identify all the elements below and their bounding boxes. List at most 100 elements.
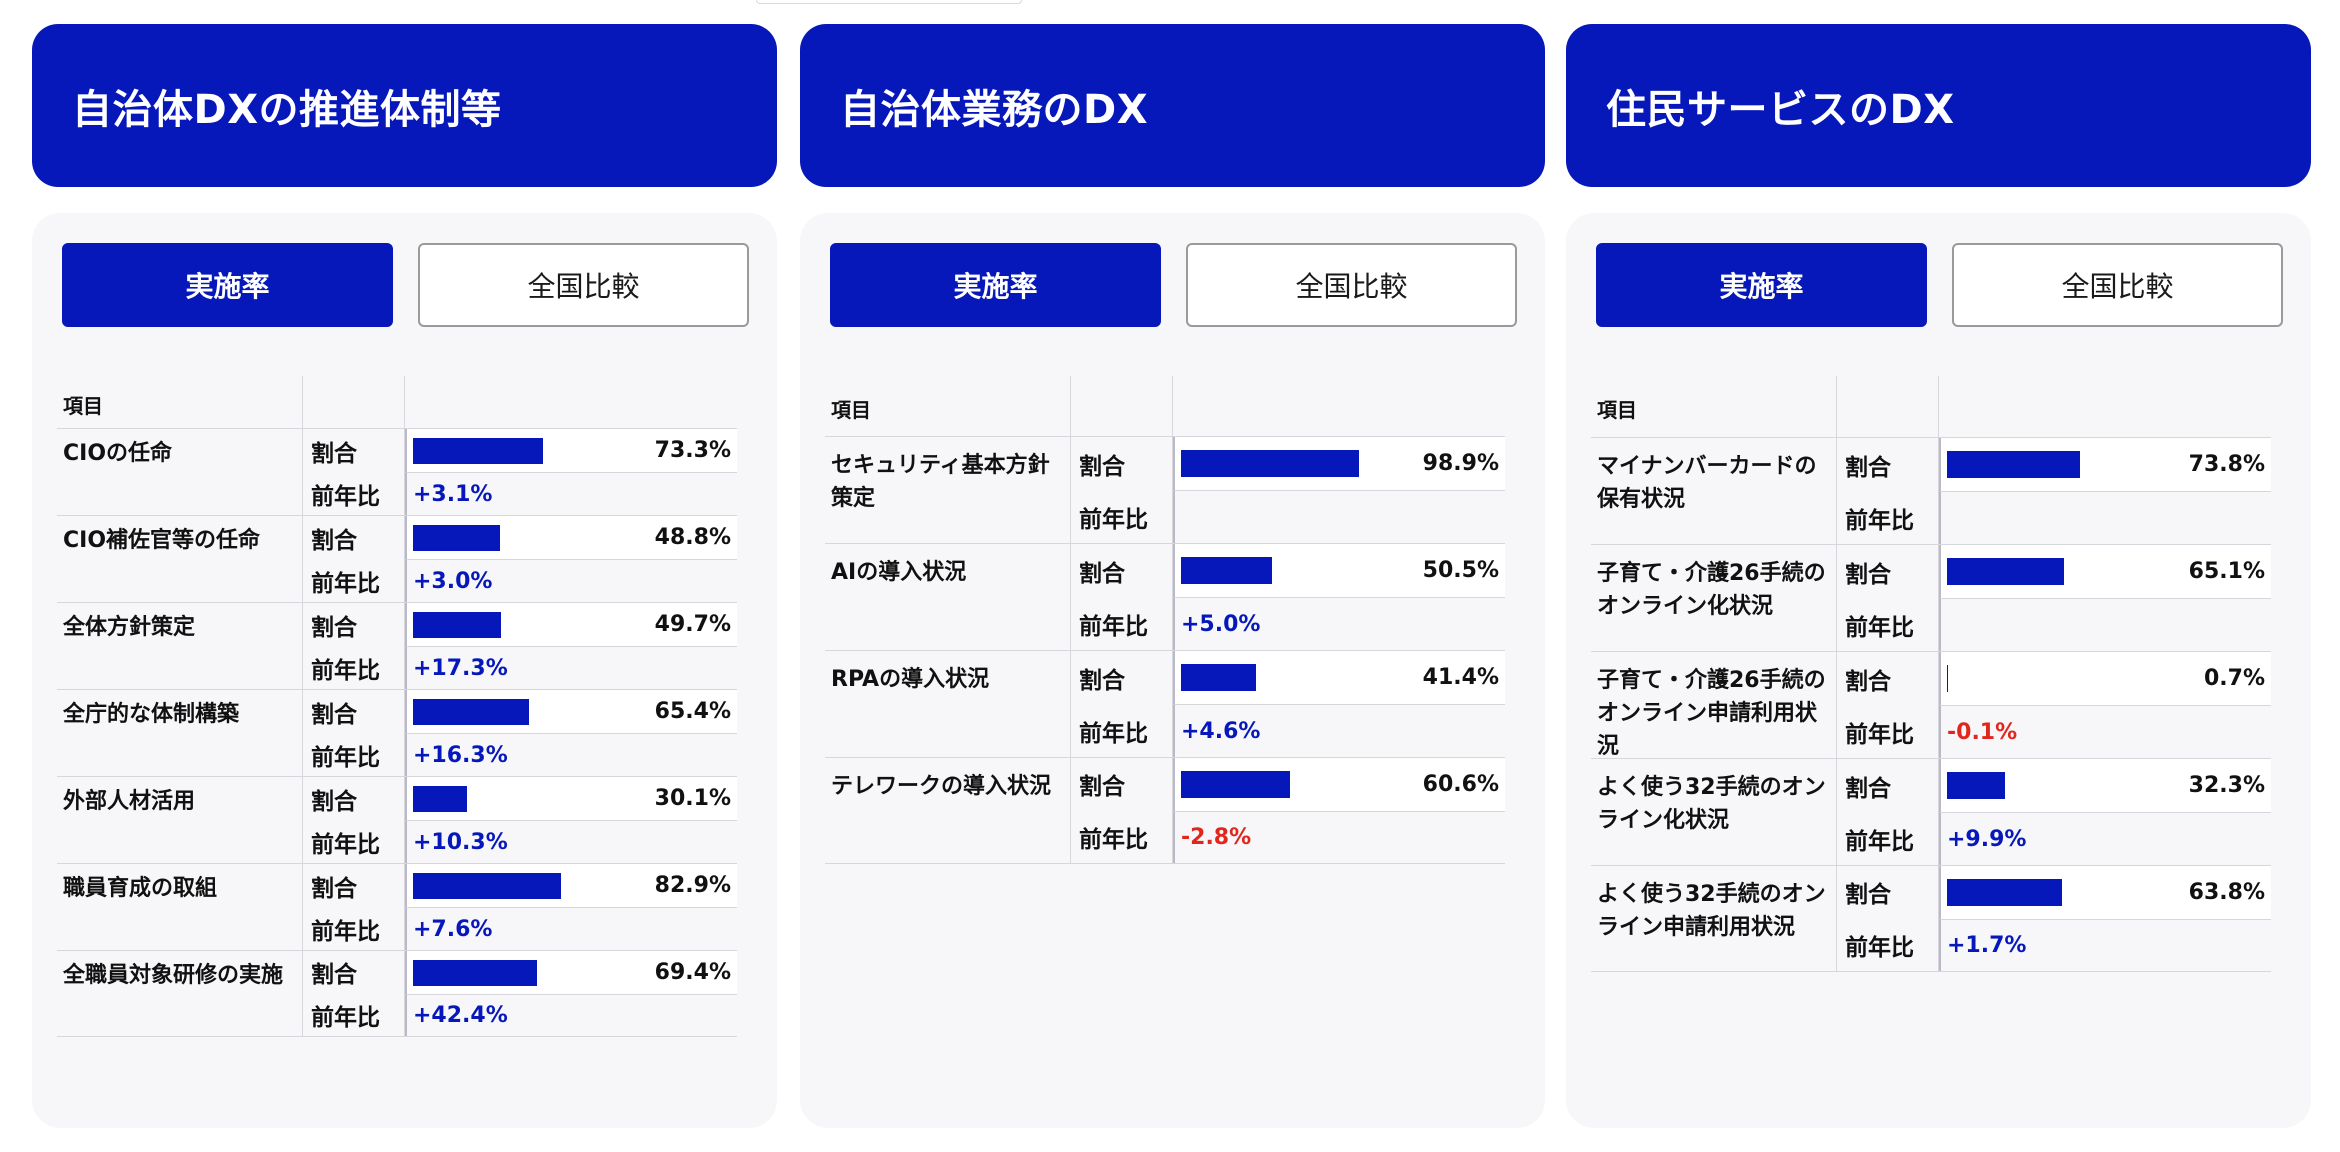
metric-labels: 割合 前年比 [303, 690, 405, 776]
item-name: 子育て・介護26手続のオンライン化状況 [1591, 545, 1837, 651]
panel-title: 自治体業務のDX [840, 86, 1149, 133]
item-name: セキュリティ基本方針策定 [825, 437, 1071, 543]
yoy-value: +9.9% [1939, 812, 2271, 865]
metric-labels: 割合 前年比 [1071, 651, 1173, 757]
column-header-bar [1939, 376, 2271, 437]
ratio-label: 割合 [311, 440, 357, 467]
table-row: テレワークの導入状況 割合 前年比 60.6% -2.8% [825, 757, 1505, 864]
yoy-value: +7.6% [405, 907, 737, 950]
ratio-bar [1947, 772, 2005, 799]
ratio-label: 割合 [1845, 668, 1891, 695]
item-name: よく使う32手続のオンライン申請利用状況 [1591, 866, 1837, 971]
ratio-bar-cell: 73.8% [1939, 438, 2271, 491]
item-name: 全職員対象研修の実施 [57, 951, 303, 1036]
metric-values: 63.8% +1.7% [1939, 866, 2271, 971]
column-header-metric [1071, 376, 1173, 436]
ratio-bar-cell: 98.9% [1173, 437, 1505, 490]
data-table: 項目 マイナンバーカードの保有状況 割合 前年比 73.8% 子育て・介護26手… [1591, 376, 2271, 972]
data-table: 項目 CIOの任命 割合 前年比 73.3% +3.1% CIO補佐官等の任命 … [57, 376, 737, 1037]
yoy-value: -0.1% [1939, 705, 2271, 758]
yoy-label: 前年比 [1845, 828, 1914, 855]
table-row: 外部人材活用 割合 前年比 30.1% +10.3% [57, 776, 737, 863]
data-table: 項目 セキュリティ基本方針策定 割合 前年比 98.9% AIの導入状況 割合 [825, 376, 1505, 864]
tab-implementation-rate[interactable]: 実施率 [830, 243, 1161, 327]
ratio-bar [1947, 451, 2080, 478]
ratio-value: 41.4% [1422, 665, 1499, 690]
ratio-value: 65.1% [2188, 559, 2265, 584]
dx-promotion-panel: 自治体DXの推進体制等 実施率 全国比較 項目 CIOの任命 割合 前年比 [32, 24, 777, 1128]
metric-labels: 割合 前年比 [303, 864, 405, 950]
ratio-label: 割合 [1845, 561, 1891, 588]
metric-labels: 割合 前年比 [303, 516, 405, 602]
ratio-value: 0.7% [2203, 666, 2265, 691]
item-name: 外部人材活用 [57, 777, 303, 863]
ratio-bar-cell: 50.5% [1173, 544, 1505, 597]
metric-labels: 割合 前年比 [303, 777, 405, 863]
ratio-bar-cell: 65.1% [1939, 545, 2271, 598]
yoy-label: 前年比 [311, 744, 380, 771]
metric-labels: 割合 前年比 [1837, 438, 1939, 544]
yoy-value: -2.8% [1173, 810, 1505, 863]
yoy-value: +3.1% [405, 472, 737, 515]
ratio-bar-cell: 60.6% [1173, 758, 1505, 811]
metric-values: 65.1% [1939, 545, 2271, 651]
table-row: RPAの導入状況 割合 前年比 41.4% +4.6% [825, 650, 1505, 757]
table-row: 全体方針策定 割合 前年比 49.7% +17.3% [57, 602, 737, 689]
item-name: テレワークの導入状況 [825, 758, 1071, 863]
metric-labels: 割合 前年比 [1071, 758, 1173, 863]
panel-card: 実施率 全国比較 項目 CIOの任命 割合 前年比 73.3% [32, 213, 777, 1128]
tab-implementation-rate[interactable]: 実施率 [62, 243, 393, 327]
yoy-value [1939, 598, 2271, 651]
ratio-label: 割合 [1079, 667, 1125, 694]
ratio-bar-cell: 0.7% [1939, 652, 2271, 705]
tab-bar: 実施率 全国比較 [1596, 243, 2283, 327]
metric-values: 0.7% -0.1% [1939, 652, 2271, 758]
ratio-label: 割合 [1079, 560, 1125, 587]
tab-national-comparison[interactable]: 全国比較 [1952, 243, 2283, 327]
ratio-value: 73.8% [2188, 452, 2265, 477]
metric-labels: 割合 前年比 [1837, 545, 1939, 651]
table-body: マイナンバーカードの保有状況 割合 前年比 73.8% 子育て・介護26手続のオ… [1591, 437, 2271, 972]
item-name: AIの導入状況 [825, 544, 1071, 650]
ratio-bar-cell: 73.3% [405, 429, 737, 472]
tab-national-comparison[interactable]: 全国比較 [418, 243, 749, 327]
item-name: CIOの任命 [57, 429, 303, 515]
ratio-bar-cell: 30.1% [405, 777, 737, 820]
item-name: 子育て・介護26手続のオンライン申請利用状況 [1591, 652, 1837, 759]
metric-values: 32.3% +9.9% [1939, 759, 2271, 865]
ratio-bar [1947, 558, 2064, 585]
item-name: マイナンバーカードの保有状況 [1591, 438, 1837, 544]
metric-values: 69.4% +42.4% [405, 951, 737, 1036]
table-header: 項目 [57, 376, 737, 428]
metric-values: 60.6% -2.8% [1173, 758, 1505, 863]
ratio-value: 69.4% [654, 959, 731, 985]
tab-implementation-rate[interactable]: 実施率 [1596, 243, 1927, 327]
ratio-value: 30.1% [654, 786, 731, 811]
ratio-value: 63.8% [2188, 879, 2265, 905]
item-name: CIO補佐官等の任命 [57, 516, 303, 602]
metric-values: 98.9% [1173, 437, 1505, 543]
ratio-label: 割合 [311, 875, 357, 902]
resident-services-panel: 住民サービスのDX 実施率 全国比較 項目 マイナンバーカードの保有状況 割合 … [1566, 24, 2311, 1128]
metric-labels: 割合 前年比 [303, 603, 405, 689]
yoy-label: 前年比 [1845, 934, 1914, 961]
metric-values: 82.9% +7.6% [405, 864, 737, 950]
ratio-label: 割合 [1845, 882, 1891, 909]
yoy-value: +1.7% [1939, 918, 2271, 971]
metric-values: 41.4% +4.6% [1173, 651, 1505, 757]
table-body: セキュリティ基本方針策定 割合 前年比 98.9% AIの導入状況 割合 前年比 [825, 436, 1505, 864]
metric-values: 48.8% +3.0% [405, 516, 737, 602]
column-header-bar [405, 376, 737, 428]
ratio-bar-cell: 41.4% [1173, 651, 1505, 704]
yoy-value: +4.6% [1173, 704, 1505, 757]
tab-national-comparison[interactable]: 全国比較 [1186, 243, 1517, 327]
column-header-metric [1837, 376, 1939, 437]
yoy-value: +10.3% [405, 820, 737, 863]
yoy-label: 前年比 [311, 657, 380, 684]
yoy-value: +42.4% [405, 993, 737, 1036]
table-header: 項目 [1591, 376, 2271, 437]
ratio-value: 98.9% [1422, 451, 1499, 476]
table-row: セキュリティ基本方針策定 割合 前年比 98.9% [825, 436, 1505, 543]
ratio-label: 割合 [1845, 454, 1891, 481]
column-header-bar [1173, 376, 1505, 436]
